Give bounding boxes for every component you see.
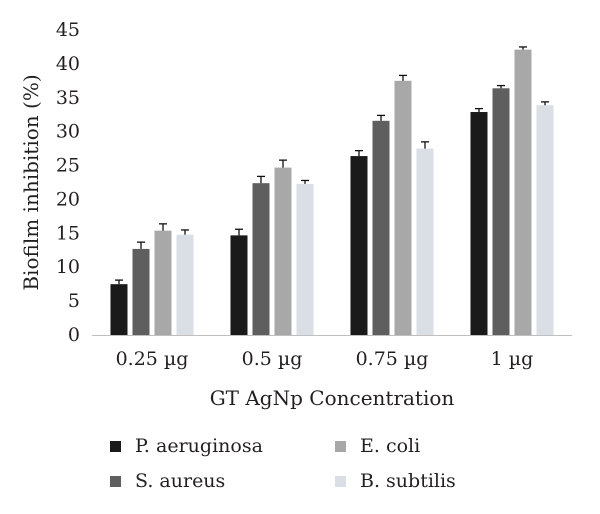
error-bar: [541, 101, 549, 106]
y-tick-label: 40: [56, 53, 80, 75]
legend-swatch: [110, 441, 121, 452]
x-tick-label: 0.25 µg: [116, 348, 189, 370]
bar: [230, 235, 248, 335]
error-bar: [137, 241, 145, 249]
legend-label: E. coli: [360, 435, 420, 457]
x-axis-title: GT AgNp Concentration: [210, 386, 455, 410]
error-bar: [159, 223, 167, 231]
y-tick-label: 5: [68, 290, 80, 312]
legend-item: P. aeruginosa: [110, 435, 263, 457]
bars: [110, 49, 554, 336]
bar: [372, 120, 390, 335]
bar: [350, 156, 368, 335]
legend-swatch: [110, 476, 121, 487]
bar: [110, 284, 128, 335]
bar: [536, 105, 554, 335]
bar: [132, 248, 150, 335]
error-bar: [475, 107, 483, 113]
error-bar: [115, 279, 123, 285]
bar: [416, 148, 434, 335]
legend: P. aeruginosa E. coli S. aureus B. subtilis: [110, 435, 456, 492]
y-axis-title: Biofilm inhibition (%): [19, 74, 43, 290]
bar: [470, 112, 488, 335]
x-tick-label: 0.5 µg: [242, 348, 303, 370]
error-bar: [355, 149, 363, 157]
legend-label: P. aeruginosa: [135, 435, 263, 457]
y-tick-label: 15: [56, 222, 80, 244]
error-bar: [235, 228, 243, 236]
legend-item: B. subtilis: [335, 470, 456, 492]
bar: [252, 183, 270, 335]
error-bar: [519, 46, 527, 50]
legend-label: B. subtilis: [360, 470, 456, 492]
error-bar: [257, 175, 265, 184]
bar: [154, 230, 172, 335]
y-tick-label: 45: [56, 19, 80, 41]
legend-item: E. coli: [335, 435, 420, 457]
bar: [394, 80, 412, 335]
bar: [514, 49, 532, 336]
error-bar: [301, 179, 309, 184]
error-bars: [115, 46, 549, 285]
legend-swatch: [335, 441, 346, 452]
y-tick-label: 10: [56, 256, 80, 278]
x-tick-label: 1 µg: [491, 348, 534, 370]
error-bar: [377, 114, 385, 121]
x-axis-ticks: 0.25 µg 0.5 µg 0.75 µg 1 µg: [116, 348, 534, 370]
y-tick-label: 35: [56, 87, 80, 109]
error-bar: [279, 159, 287, 168]
y-tick-label: 30: [56, 121, 80, 143]
legend-swatch: [335, 476, 346, 487]
y-tick-label: 0: [68, 324, 80, 346]
bar: [274, 167, 292, 335]
bar: [296, 183, 314, 335]
legend-label: S. aureus: [135, 470, 225, 492]
legend-item: S. aureus: [110, 470, 225, 492]
bar: [176, 234, 194, 335]
y-tick-label: 25: [56, 155, 80, 177]
bar: [492, 88, 510, 336]
y-tick-label: 20: [56, 188, 80, 210]
x-tick-label: 0.75 µg: [356, 348, 429, 370]
error-bar: [421, 141, 429, 149]
error-bar: [497, 84, 505, 89]
error-bar: [181, 229, 189, 235]
error-bar: [399, 74, 407, 81]
y-axis-ticks: 0 5 10 15 20 25 30 35 40 45: [56, 19, 80, 346]
